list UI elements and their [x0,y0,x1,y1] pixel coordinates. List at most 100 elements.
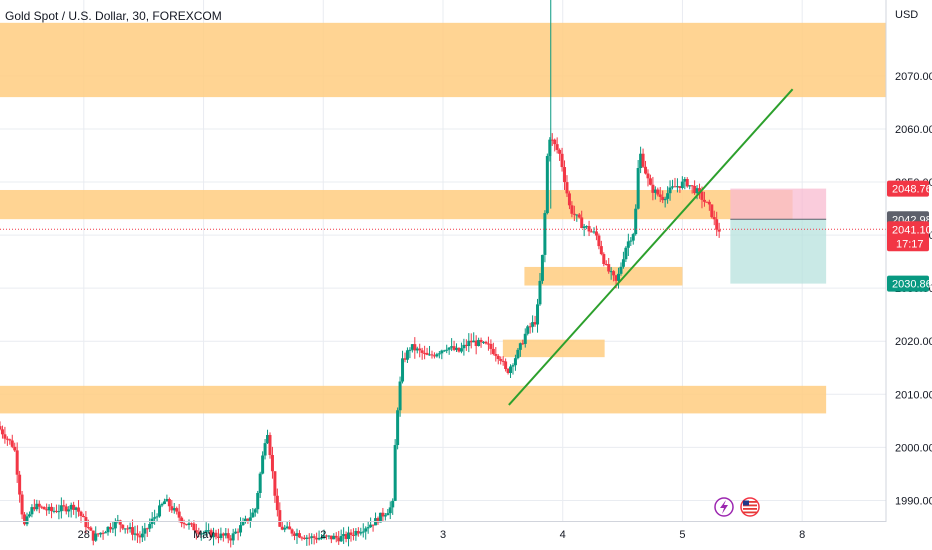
candle-body [371,524,375,526]
candle-body [386,513,390,516]
candle-body [442,350,446,352]
candle-body [52,510,56,512]
candle-body [506,368,510,373]
us-flag-icon[interactable] [740,497,760,517]
candle-body [266,434,270,444]
candle-body [54,510,58,512]
take-profit-zone[interactable] [730,219,827,284]
candle-body [555,144,559,150]
candle-body [0,426,2,430]
candle-body [575,214,579,216]
candle-body [484,341,488,344]
candle-body [280,526,284,530]
short-position-tool[interactable] [730,188,827,284]
candle-body [207,530,211,532]
candle-body [491,348,495,354]
lightning-icon[interactable] [714,497,734,517]
event-icons[interactable] [714,497,760,517]
candle-body [224,533,228,536]
candle-body [693,185,697,194]
trendline[interactable] [508,88,794,406]
candle-body [246,518,250,521]
trendline-layer[interactable] [508,88,794,406]
candle-body [278,510,282,527]
candle-body [617,273,621,281]
candle-body [688,185,692,187]
candle-body [455,347,459,350]
candle-body [621,259,625,267]
candle-body [199,533,203,535]
candle-body [111,528,115,530]
candle-body [592,231,596,233]
candle-body [641,153,645,167]
stop-loss-zone[interactable] [730,188,827,220]
candle-body [396,410,400,446]
candle-body [69,504,73,510]
candle-body [582,226,586,229]
x-tick-label: 4 [560,529,566,541]
candle-body [300,537,304,539]
candle-body [13,446,17,451]
candle-body [332,535,336,540]
candle-body [106,526,110,533]
candle-body [84,517,88,528]
candle-body [644,166,648,174]
candle-body [40,506,44,508]
candle-body [123,528,127,530]
price-axis-panel[interactable] [886,0,932,550]
candle-body [216,536,220,538]
candle-body [337,537,341,542]
candle-body [531,322,535,327]
candle-body [8,439,12,441]
candle-body [381,512,385,517]
candle-body [435,354,439,357]
candle-body [62,505,66,507]
candle-body [77,507,81,512]
candle-body [378,512,382,523]
candle-body [369,524,373,528]
candle-body [10,440,14,447]
candle-body [550,139,554,141]
candle-body [349,532,353,535]
candle-body [459,348,463,352]
candle-body [64,506,68,512]
candle-body [295,533,299,536]
candle-body [393,445,397,501]
candle-body [376,518,380,523]
candle-body [513,358,517,366]
candle-body [675,186,679,188]
zone-rect [0,189,793,220]
price-badge-label: 2048.76 [892,184,932,196]
candle-body [101,532,105,534]
candle-body [428,354,432,356]
candle-body [165,498,169,502]
y-tick-label: 1990.00 [895,495,932,507]
candle-body [597,235,601,247]
candle-body [545,156,549,214]
candle-body [170,506,174,511]
candle-body [464,344,468,347]
candle-body [158,505,162,517]
candle-body [401,358,405,382]
candle-body [187,523,191,525]
candle-body [648,178,652,185]
candle-body [229,538,233,541]
candle-body [445,349,449,351]
candle-body [94,533,98,541]
candle-body [710,204,714,218]
candle-body [624,247,628,260]
candle-body [0,429,4,435]
candle-body [128,527,132,530]
candle-body [113,521,117,529]
candle-body [567,193,571,206]
candle-body [563,167,567,183]
candle-body [715,219,719,230]
candle-body [432,355,436,357]
zone-rect [0,22,886,98]
candle-body [607,264,611,272]
candle-body [182,523,186,525]
candle-body [138,535,142,538]
candle-body [548,139,552,157]
candle-body [99,532,103,535]
